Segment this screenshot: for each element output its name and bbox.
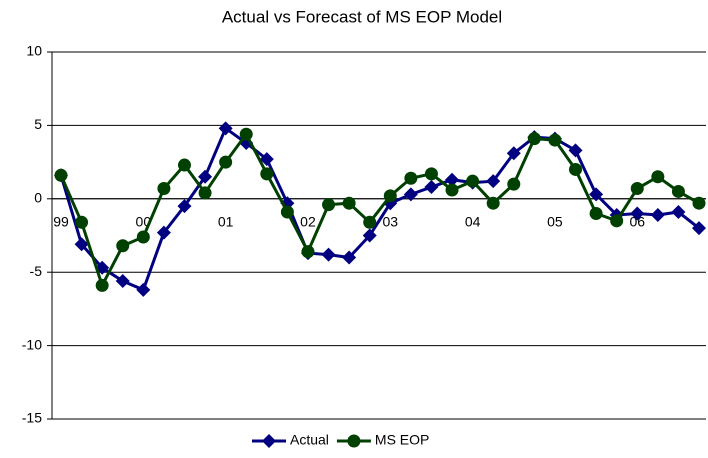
marker [507,177,521,191]
series-line [59,131,700,290]
marker [466,174,480,188]
marker [95,278,109,292]
marker [486,174,501,189]
marker [651,170,665,184]
marker [262,434,276,448]
marker [321,247,336,262]
marker [322,198,336,212]
marker [650,207,665,222]
marker [239,127,253,141]
y-tick-label: 5 [34,116,42,132]
legend-label: Actual [290,432,329,448]
marker [610,214,624,228]
marker [342,196,356,210]
chart-title: Actual vs Forecast of MS EOP Model [222,7,502,26]
marker [424,180,439,195]
series-line [59,126,700,292]
marker [136,282,151,297]
marker [219,155,233,169]
marker [548,133,562,147]
x-tick-label: 05 [547,214,563,230]
marker [363,215,377,229]
marker [218,121,233,136]
marker [506,146,521,161]
marker [260,167,274,181]
x-tick-label: 03 [383,214,399,230]
marker [342,250,357,265]
marker [589,206,603,220]
marker [692,221,706,236]
x-tick-label: 04 [465,214,481,230]
marker [445,183,459,197]
marker [177,199,192,214]
marker [589,187,604,202]
marker [569,162,583,176]
marker [424,167,438,181]
marker [115,274,130,289]
marker [75,215,89,229]
marker [347,434,361,448]
y-tick-label: 10 [26,43,42,59]
marker [198,169,213,184]
y-tick-label: -10 [22,336,42,352]
marker [630,206,645,221]
y-tick-label: -15 [22,410,42,426]
marker [671,184,685,198]
marker [259,152,274,167]
marker [568,143,583,158]
marker [136,230,150,244]
marker [630,182,644,196]
marker [74,237,89,252]
marker [116,239,130,253]
marker [362,228,377,243]
marker [692,196,706,210]
marker [156,225,171,240]
x-tick-label: 01 [218,214,234,230]
marker [671,205,686,220]
x-tick-label: 02 [300,214,316,230]
marker [54,168,68,182]
marker [486,196,500,210]
y-tick-label: -5 [30,263,43,279]
x-tick-label: 06 [629,214,645,230]
marker [198,186,212,200]
x-tick-label: 99 [53,214,69,230]
marker [177,158,191,172]
legend-label: MS EOP [375,432,429,448]
marker [383,189,397,203]
marker [445,172,460,187]
marker [157,182,171,196]
marker [280,205,294,219]
y-tick-label: 0 [34,190,42,206]
marker [404,171,418,185]
marker [527,132,541,146]
marker [301,245,315,259]
marker [403,187,418,202]
